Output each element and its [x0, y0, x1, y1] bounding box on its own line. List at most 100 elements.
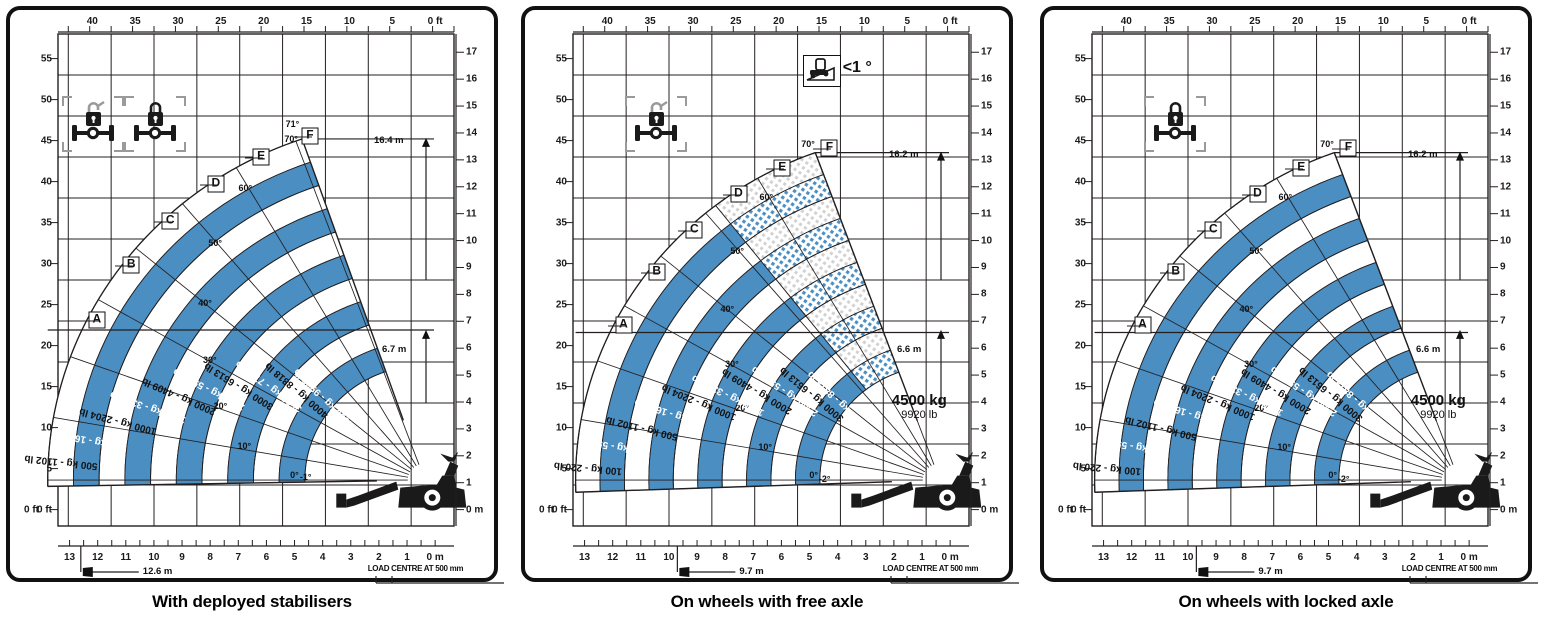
x-axis-tick-ft[interactable]: 5	[389, 16, 396, 27]
boom-angle-label[interactable]: 30°	[203, 354, 217, 365]
x-axis-tick-m[interactable]: 9	[179, 552, 185, 563]
x-axis-tick-m[interactable]: 9	[694, 552, 700, 563]
y-axis-tick-m[interactable]: 4	[1500, 396, 1506, 408]
y-axis-tick-ft[interactable]: 45	[1074, 135, 1086, 147]
y-axis-tick-m[interactable]: 2	[981, 450, 987, 462]
y-axis-tick-m[interactable]: 17	[466, 46, 478, 58]
position-marker-E[interactable]: E	[252, 148, 270, 166]
y-axis-zero-ft-label[interactable]: 0 ft	[539, 504, 554, 516]
x-axis-tick-m[interactable]: 7	[750, 552, 757, 563]
y-axis-tick-m[interactable]: 9	[981, 261, 987, 273]
y-axis-tick-ft[interactable]: 50	[1074, 94, 1086, 106]
y-axis-tick-m[interactable]: 16	[466, 73, 478, 85]
boom-angle-label[interactable]: 40°	[1239, 304, 1254, 315]
boom-angle-label[interactable]: 40°	[198, 298, 212, 309]
y-axis-tick-ft[interactable]: 20	[40, 340, 52, 352]
y-axis-tick-ft[interactable]: 40	[555, 176, 567, 188]
y-axis-tick-ft[interactable]: 35	[1074, 217, 1086, 229]
boom-angle-label[interactable]: 20°	[213, 400, 228, 411]
y-axis-tick-m[interactable]: 14	[1500, 127, 1512, 139]
position-marker-B[interactable]: B	[1167, 263, 1185, 281]
y-axis-tick-ft[interactable]: 20	[1074, 340, 1086, 352]
x-axis-tick-ft[interactable]: 10	[343, 16, 355, 27]
position-marker-C[interactable]: C	[161, 212, 179, 230]
y-axis-tick-m[interactable]: 2	[466, 450, 472, 462]
y-axis-tick-ft[interactable]: 50	[555, 94, 567, 106]
y-axis-tick-ft[interactable]: 30	[40, 258, 52, 270]
y-axis-tick-ft[interactable]: 5	[46, 463, 52, 475]
x-axis-tick-m[interactable]: 4	[319, 552, 326, 563]
x-axis-tick-m[interactable]: 5	[806, 552, 813, 563]
x-axis-tick-ft[interactable]: 10	[858, 16, 870, 27]
position-marker-B[interactable]: B	[122, 256, 140, 274]
x-axis-tick-m[interactable]: 5	[291, 552, 298, 563]
y-axis-tick-m[interactable]: 3	[1500, 423, 1506, 435]
load-centre-note[interactable]: LOAD CENTRE AT 500 mm	[882, 564, 979, 573]
position-marker-F[interactable]: F	[1339, 139, 1357, 157]
x-axis-tick-m[interactable]: 7	[1269, 552, 1276, 563]
x-axis-tick-m[interactable]: 6	[778, 552, 785, 563]
position-marker-F[interactable]: F	[301, 127, 319, 145]
x-axis-tick-m[interactable]: 3	[347, 552, 354, 563]
x-axis-tick-ft[interactable]: 15	[301, 16, 313, 27]
x-axis-tick-ft[interactable]: 0 ft	[1461, 16, 1477, 27]
position-marker-D[interactable]: D	[1249, 185, 1267, 203]
boom-angle-label[interactable]: 10°	[1277, 441, 1292, 452]
x-axis-tick-m[interactable]: 13	[64, 552, 76, 563]
y-axis-tick-m[interactable]: 11	[1500, 208, 1511, 220]
x-axis-tick-m[interactable]: 8	[1241, 552, 1247, 563]
max-reach-height-label[interactable]: 6.6 m	[1416, 343, 1441, 355]
x-axis-tick-m[interactable]: 12	[607, 552, 619, 563]
y-axis-zero-ft-label[interactable]: 0 ft	[24, 504, 39, 516]
boom-angle-label[interactable]: 50°	[1249, 245, 1263, 256]
y-axis-tick-m[interactable]: 12	[1500, 181, 1512, 193]
y-axis-tick-ft[interactable]: 35	[40, 217, 52, 229]
y-axis-tick-ft[interactable]: 10	[40, 422, 52, 434]
x-axis-tick-ft[interactable]: 5	[1423, 16, 1430, 27]
x-axis-tick-m[interactable]: 8	[207, 552, 213, 563]
y-axis-tick-m[interactable]: 13	[981, 154, 993, 166]
x-axis-tick-m[interactable]: 1	[1438, 552, 1444, 563]
y-axis-tick-m[interactable]: 15	[1500, 100, 1512, 112]
y-axis-tick-m[interactable]: 1	[466, 477, 472, 489]
y-axis-tick-ft[interactable]: 45	[40, 135, 52, 147]
x-axis-tick-ft[interactable]: 20	[773, 16, 785, 27]
position-marker-F[interactable]: F	[820, 139, 838, 157]
x-axis-tick-m[interactable]: 4	[834, 552, 841, 563]
y-axis-tick-m[interactable]: 12	[981, 181, 993, 193]
y-axis-tick-ft[interactable]: 5	[561, 463, 567, 475]
y-axis-tick-ft[interactable]: 50	[40, 94, 52, 106]
position-marker-D[interactable]: D	[730, 185, 748, 203]
boom-angle-label[interactable]: 71°	[285, 118, 300, 129]
boom-angle-label[interactable]: 60°	[238, 182, 253, 193]
x-axis-tick-m[interactable]: 7	[235, 552, 242, 563]
boom-angle-label[interactable]: 0°	[290, 470, 299, 481]
x-axis-tick-ft[interactable]: 40	[86, 16, 98, 27]
y-axis-tick-m[interactable]: 17	[981, 46, 993, 58]
boom-angle-label[interactable]: 10°	[758, 441, 773, 452]
x-axis-tick-ft[interactable]: 30	[1206, 16, 1218, 27]
x-axis-tick-ft[interactable]: 15	[816, 16, 828, 27]
y-axis-tick-m[interactable]: 7	[981, 315, 987, 327]
boom-angle-label[interactable]: 50°	[208, 237, 223, 248]
y-axis-tick-ft[interactable]: 55	[40, 53, 52, 65]
chart-caption-on-wheels-free-axle[interactable]: On wheels with free axle	[670, 592, 864, 611]
x-axis-tick-ft[interactable]: 25	[730, 16, 742, 27]
boom-angle-label[interactable]: 0°	[809, 470, 818, 481]
x-axis-tick-ft[interactable]: 25	[215, 16, 227, 27]
y-axis-tick-ft[interactable]: 30	[555, 258, 567, 270]
boom-angle-label[interactable]: 60°	[759, 192, 774, 203]
x-axis-tick-m[interactable]: 9	[1213, 552, 1219, 563]
y-axis-tick-m[interactable]: 4	[466, 396, 472, 408]
y-axis-tick-ft[interactable]: 30	[1074, 258, 1086, 270]
max-capacity-lb[interactable]: 9920 lb	[1420, 409, 1457, 422]
x-axis-tick-ft[interactable]: 15	[1335, 16, 1347, 27]
position-marker-A[interactable]: A	[1134, 316, 1152, 334]
boom-angle-label[interactable]: 70°	[801, 139, 815, 150]
x-axis-tick-ft[interactable]: 0 ft	[942, 16, 958, 27]
boom-angle-label[interactable]: 0°	[1328, 470, 1337, 481]
y-axis-tick-m[interactable]: 0 m	[1500, 504, 1518, 516]
y-axis-tick-ft[interactable]: 35	[555, 217, 567, 229]
max-reach-label[interactable]: 9.7 m	[1258, 566, 1283, 577]
x-axis-tick-m[interactable]: 0 m	[1460, 552, 1478, 563]
